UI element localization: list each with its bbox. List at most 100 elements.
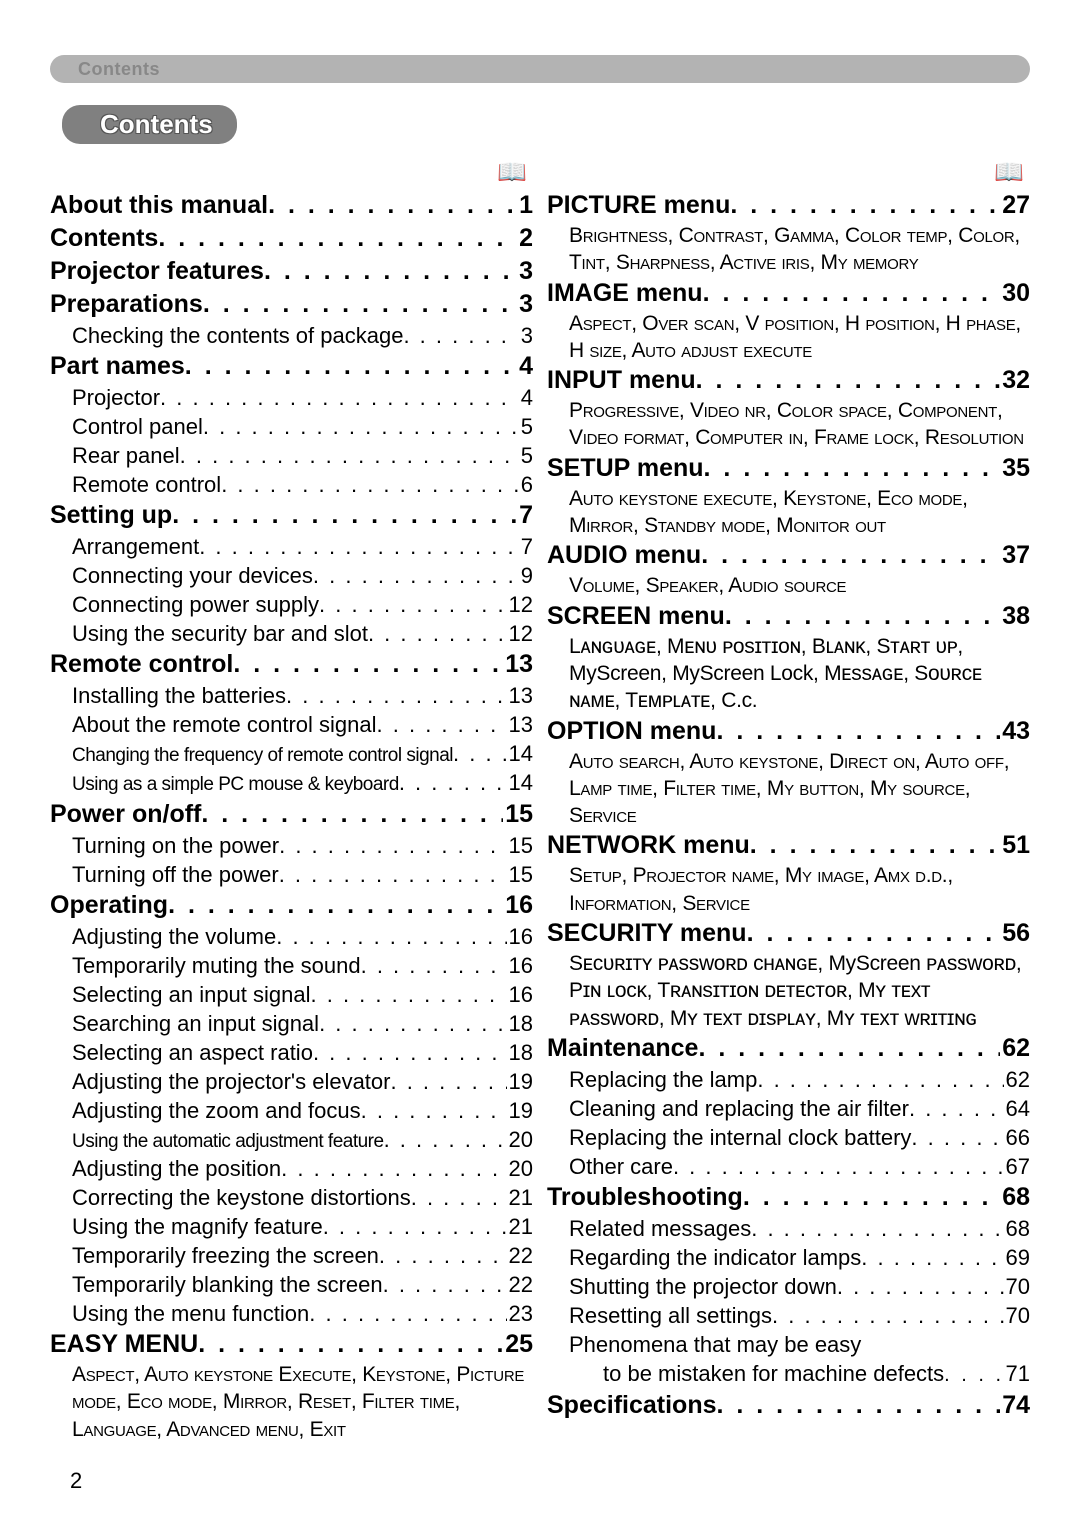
toc-row: Turning off the power . . . . . . . . . … bbox=[50, 860, 533, 889]
toc-row: Temporarily blanking the screen . . . . … bbox=[50, 1270, 533, 1299]
toc-leader-dots: . . . . . . . . . . . . . . . . . . . . … bbox=[747, 917, 1001, 950]
toc-label: SETUP menu bbox=[547, 452, 704, 485]
toc-label: Operating bbox=[50, 889, 168, 922]
toc-label: Projector bbox=[72, 383, 160, 412]
toc-row: INPUT menu . . . . . . . . . . . . . . .… bbox=[547, 364, 1030, 397]
toc-row: Searching an input signal . . . . . . . … bbox=[50, 1009, 533, 1038]
toc-label: Selecting an aspect ratio bbox=[72, 1038, 313, 1067]
toc-page: 13 bbox=[507, 681, 533, 710]
toc-row: Temporarily muting the sound . . . . . .… bbox=[50, 951, 533, 980]
toc-row: Replacing the internal clock battery . .… bbox=[547, 1123, 1030, 1152]
toc-leader-dots: . . . . . . . . . . . . . . . . . . . . … bbox=[383, 1270, 507, 1299]
toc-row: Resetting all settings . . . . . . . . .… bbox=[547, 1301, 1030, 1330]
toc-page: 51 bbox=[1000, 829, 1030, 862]
toc-label: Resetting all settings bbox=[569, 1301, 772, 1330]
toc-row: Remote control . . . . . . . . . . . . .… bbox=[50, 648, 533, 681]
toc-leader-dots: . . . . . . . . . . . . . . . . . . . . … bbox=[944, 1362, 1003, 1388]
toc-label: Using as a simple PC mouse & keyboard bbox=[72, 772, 399, 797]
toc-leader-dots: . . . . . . . . . . . . . . . . . . . . … bbox=[361, 1096, 507, 1125]
toc-row: Preparations . . . . . . . . . . . . . .… bbox=[50, 288, 533, 321]
toc-page: 70 bbox=[1004, 1301, 1030, 1330]
toc-page: 15 bbox=[503, 798, 533, 831]
toc-row: Using as a simple PC mouse & keyboard . … bbox=[50, 768, 533, 797]
toc-description: Setup, Projector name, My image, Amx d.d… bbox=[547, 862, 1030, 917]
toc-page: 12 bbox=[507, 590, 533, 619]
toc-leader-dots: . . . . . . . . . . . . . . . . . . . . … bbox=[286, 681, 506, 710]
toc-row: Correcting the keystone distortions . . … bbox=[50, 1183, 533, 1212]
toc-row: About this manual . . . . . . . . . . . … bbox=[50, 189, 533, 222]
toc-row: Using the magnify feature . . . . . . . … bbox=[50, 1212, 533, 1241]
toc-page: 30 bbox=[1000, 277, 1030, 310]
toc-row: Projector features . . . . . . . . . . .… bbox=[50, 255, 533, 288]
toc-columns: 📖 About this manual . . . . . . . . . . .… bbox=[50, 158, 1030, 1443]
toc-label: About this manual bbox=[50, 189, 268, 222]
toc-row: Setting up . . . . . . . . . . . . . . .… bbox=[50, 499, 533, 532]
toc-row: Cleaning and replacing the air filter . … bbox=[547, 1094, 1030, 1123]
toc-page: 70 bbox=[1004, 1272, 1030, 1301]
toc-row: SCREEN menu . . . . . . . . . . . . . . … bbox=[547, 600, 1030, 633]
toc-page: 62 bbox=[1000, 1032, 1030, 1065]
toc-leader-dots: . . . . . . . . . . . . . . . . . . . . … bbox=[384, 1125, 507, 1154]
toc-row: SECURITY menu . . . . . . . . . . . . . … bbox=[547, 917, 1030, 950]
toc-leader-dots: . . . . . . . . . . . . . . . . . . . . … bbox=[168, 889, 503, 922]
toc-leader-dots: . . . . . . . . . . . . . . . . . . . . … bbox=[751, 1214, 1003, 1243]
toc-row: Maintenance . . . . . . . . . . . . . . … bbox=[547, 1032, 1030, 1065]
toc-row: About the remote control signal . . . . … bbox=[50, 710, 533, 739]
toc-page: 20 bbox=[507, 1154, 533, 1183]
toc-label: Turning off the power bbox=[72, 860, 279, 889]
toc-leader-dots: . . . . . . . . . . . . . . . . . . . . … bbox=[309, 1299, 506, 1328]
toc-label: NETWORK menu bbox=[547, 829, 750, 862]
toc-leader-dots: . . . . . . . . . . . . . . . . . . . . … bbox=[772, 1301, 1004, 1330]
toc-label: Rear panel bbox=[72, 441, 180, 470]
toc-leader-dots: . . . . . . . . . . . . . . . . . . . . … bbox=[717, 1389, 1001, 1422]
toc-row: Connecting your devices . . . . . . . . … bbox=[50, 561, 533, 590]
toc-page: 16 bbox=[507, 922, 533, 951]
toc-row: Regarding the indicator lamps . . . . . … bbox=[547, 1243, 1030, 1272]
toc-row: Using the security bar and slot . . . . … bbox=[50, 619, 533, 648]
toc-page: 32 bbox=[1000, 364, 1030, 397]
toc-leader-dots: . . . . . . . . . . . . . . . . . . . . … bbox=[379, 1241, 507, 1270]
toc-page: 68 bbox=[1004, 1214, 1030, 1243]
toc-label: Adjusting the position bbox=[72, 1154, 281, 1183]
toc-row: Power on/off . . . . . . . . . . . . . .… bbox=[50, 798, 533, 831]
toc-label: Maintenance bbox=[547, 1032, 698, 1065]
toc-page: 15 bbox=[507, 860, 533, 889]
toc-description: Aspect, Auto keystone Execute, Keystone,… bbox=[50, 1361, 533, 1443]
toc-row: to be mistaken for machine defects . . .… bbox=[547, 1359, 1030, 1388]
toc-description: Sᴇᴄᴜʀɪᴛʏ ᴘᴀssᴡᴏʀᴅ ᴄʜᴀɴɢᴇ, MyScreen ᴘᴀssᴡ… bbox=[547, 950, 1030, 1032]
toc-leader-dots: . . . . . . . . . . . . . . . . . . . . … bbox=[716, 715, 1000, 748]
toc-leader-dots: . . . . . . . . . . . . . . . . . . . . … bbox=[390, 1067, 506, 1096]
toc-label: Adjusting the projector's elevator bbox=[72, 1067, 390, 1096]
toc-label: Searching an input signal bbox=[72, 1009, 319, 1038]
toc-page: 23 bbox=[507, 1299, 533, 1328]
toc-leader-dots: . . . . . . . . . . . . . . . . . . . . … bbox=[730, 189, 1000, 222]
toc-description: Volume, Speaker, Audio source bbox=[547, 572, 1030, 599]
toc-label: EASY MENU bbox=[50, 1328, 198, 1361]
toc-leader-dots: . . . . . . . . . . . . . . . . . . . . … bbox=[203, 288, 517, 321]
toc-label: Other care bbox=[569, 1152, 673, 1181]
toc-description: Progressive, Video nr, Color space, Comp… bbox=[547, 397, 1030, 452]
toc-row: Related messages . . . . . . . . . . . .… bbox=[547, 1214, 1030, 1243]
toc-leader-dots: . . . . . . . . . . . . . . . . . . . . … bbox=[757, 1065, 1003, 1094]
toc-row: Changing the frequency of remote control… bbox=[50, 739, 533, 768]
toc-row: Replacing the lamp . . . . . . . . . . .… bbox=[547, 1065, 1030, 1094]
toc-leader-dots: . . . . . . . . . . . . . . . . . . . . … bbox=[743, 1181, 1000, 1214]
toc-label: Connecting power supply bbox=[72, 590, 319, 619]
toc-label: Power on/off bbox=[50, 798, 201, 831]
book-icon: 📖 bbox=[547, 158, 1030, 187]
toc-label: Remote control bbox=[50, 648, 233, 681]
toc-leader-dots: . . . . . . . . . . . . . . . . . . . . … bbox=[673, 1152, 1004, 1181]
toc-page: 21 bbox=[507, 1212, 533, 1241]
toc-leader-dots: . . . . . . . . . . . . . . . . . . . . … bbox=[698, 1032, 1000, 1065]
toc-leader-dots: . . . . . . . . . . . . . . . . . . . . … bbox=[172, 499, 517, 532]
toc-page: 20 bbox=[507, 1125, 533, 1154]
toc-description: Lᴀɴɢᴜᴀɢᴇ, Mᴇɴᴜ ᴘᴏsɪᴛɪᴏɴ, Bʟᴀɴᴋ, Sᴛᴀʀᴛ ᴜᴘ… bbox=[547, 633, 1030, 715]
toc-page: 25 bbox=[503, 1328, 533, 1361]
toc-right-column: 📖PICTURE menu . . . . . . . . . . . . . … bbox=[547, 158, 1030, 1443]
toc-label: Correcting the keystone distortions bbox=[72, 1183, 411, 1212]
toc-leader-dots: . . . . . . . . . . . . . . . . . . . . … bbox=[264, 255, 517, 288]
toc-page: 7 bbox=[519, 532, 533, 561]
page-title-pill: Contents bbox=[62, 105, 237, 144]
toc-page: 27 bbox=[1000, 189, 1030, 222]
toc-label: Checking the contents of package bbox=[72, 321, 403, 350]
